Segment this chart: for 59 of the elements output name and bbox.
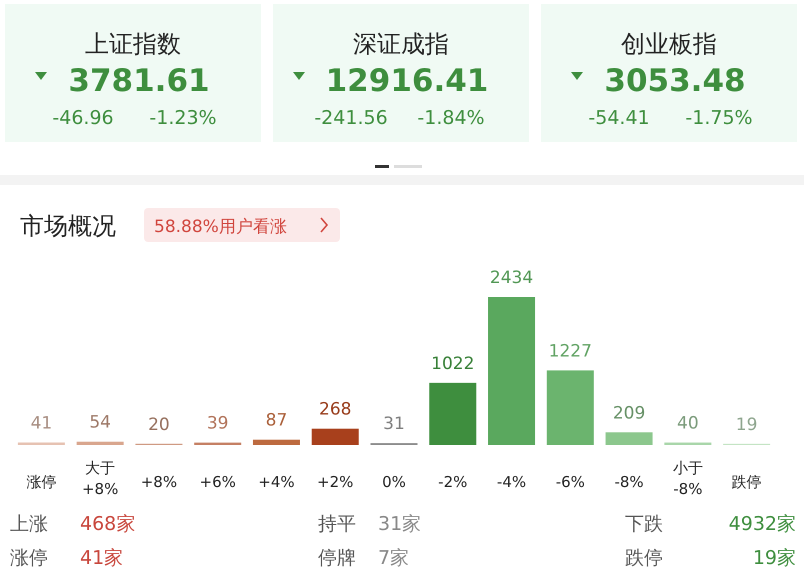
text: 12916.41 bbox=[326, 63, 488, 99]
text: 停牌 bbox=[318, 547, 356, 569]
text: 跌停 bbox=[625, 547, 663, 569]
text: 468家 bbox=[80, 513, 136, 535]
x-tick-label: 大于 +8% bbox=[82, 459, 118, 498]
x-tick-label: -4% bbox=[496, 473, 526, 491]
text: -1.75% bbox=[685, 107, 753, 129]
chart-subtitle: 58.88%用户看涨 bbox=[154, 217, 287, 237]
text: -1.23% bbox=[149, 107, 217, 129]
x-tick-label: +8% bbox=[140, 473, 178, 491]
bar bbox=[76, 442, 124, 445]
data-label: 40 bbox=[677, 414, 699, 434]
x-tick-label: -6% bbox=[556, 473, 585, 491]
x-tick-label: 小于 -8% bbox=[672, 459, 703, 498]
data-label: 1227 bbox=[548, 341, 592, 362]
text: -46.96 bbox=[52, 107, 114, 129]
bar bbox=[312, 428, 359, 445]
text: 31家 bbox=[378, 513, 422, 535]
x-tick-label: +2% bbox=[317, 473, 354, 491]
data-label: 54 bbox=[89, 412, 111, 433]
text: 下跌 bbox=[625, 513, 663, 535]
text: 41家 bbox=[80, 547, 124, 569]
data-label: 209 bbox=[612, 403, 646, 424]
data-label: 39 bbox=[206, 414, 229, 434]
chart-title: 市场概况 bbox=[20, 212, 116, 240]
text: 7家 bbox=[378, 547, 410, 569]
x-tick-label: +6% bbox=[200, 473, 236, 491]
text: 19家 bbox=[752, 547, 796, 569]
text: 上涨 bbox=[10, 513, 48, 535]
x-tick-label: -2% bbox=[438, 473, 468, 491]
bar bbox=[429, 382, 476, 445]
x-tick-label: +4% bbox=[258, 473, 295, 491]
x-tick-label: 0% bbox=[382, 473, 406, 491]
text: 3781.61 bbox=[68, 63, 210, 99]
text: -241.56 bbox=[314, 107, 388, 129]
data-label: 1022 bbox=[431, 354, 474, 374]
text: 4932家 bbox=[728, 513, 796, 535]
data-label: 19 bbox=[736, 414, 758, 435]
text: 深证成指 bbox=[353, 30, 449, 58]
text: 上证指数 bbox=[85, 30, 181, 58]
data-label: 2434 bbox=[490, 268, 534, 288]
text: 涨停 bbox=[10, 547, 48, 569]
text: 创业板指 bbox=[621, 30, 717, 58]
text: -54.41 bbox=[588, 107, 650, 129]
bar bbox=[488, 297, 536, 445]
x-tick-label: 涨停 bbox=[26, 473, 56, 491]
x-tick-label: 跌停 bbox=[732, 473, 762, 491]
data-label: 31 bbox=[383, 414, 405, 434]
text: 持平 bbox=[318, 513, 356, 535]
data-label: 87 bbox=[266, 410, 288, 431]
x-tick-label: -8% bbox=[614, 473, 644, 491]
text: 3053.48 bbox=[604, 63, 746, 99]
bar bbox=[606, 432, 653, 445]
text: -1.84% bbox=[417, 107, 485, 129]
bar bbox=[252, 440, 300, 445]
data-label: 268 bbox=[319, 400, 352, 420]
data-label: 20 bbox=[148, 414, 170, 435]
data-label: 41 bbox=[30, 414, 52, 434]
bar bbox=[546, 370, 594, 445]
